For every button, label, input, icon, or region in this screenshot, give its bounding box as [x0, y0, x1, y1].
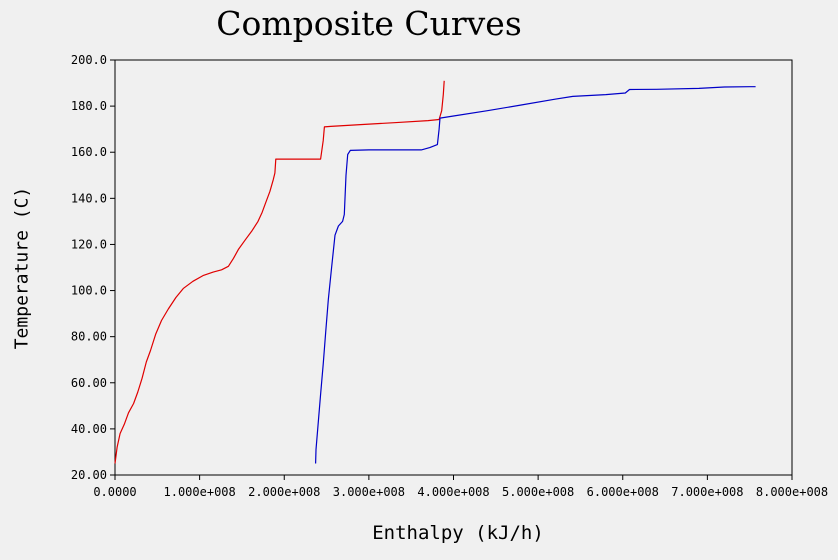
y-axis-label: Temperature (C) — [11, 186, 33, 350]
x-tick-label: 1.000e+008 — [164, 485, 236, 499]
x-tick-label: 6.000e+008 — [587, 485, 659, 499]
y-tick-label: 80.00 — [71, 330, 107, 344]
y-tick-label: 120.0 — [71, 237, 107, 251]
x-tick-label: 2.000e+008 — [248, 485, 320, 499]
cold-composite-curve — [315, 86, 756, 464]
x-axis-label: Enthalpy (kJ/h) — [372, 522, 544, 544]
x-tick-label: 4.000e+008 — [417, 485, 489, 499]
plot-area-frame — [114, 59, 793, 476]
y-tick-label: 40.00 — [71, 422, 107, 436]
x-axis-ticks: 0.0000 1.000e+008 2.000e+008 3.000e+008 4.00… — [93, 475, 828, 499]
hot-composite-curve — [114, 80, 445, 464]
x-tick-label: 3.000e+008 — [333, 485, 405, 499]
y-axis-ticks: 20.00 40.00 60.00 80.00 100.0 120.0 140.0 160.0… — [71, 53, 115, 482]
x-tick-label: 5.000e+008 — [502, 485, 574, 499]
y-tick-label: 180.0 — [71, 99, 107, 113]
x-tick-label: 7.000e+008 — [671, 485, 743, 499]
chart-title: Composite Curves — [216, 4, 522, 43]
y-tick-label: 100.0 — [71, 284, 107, 298]
y-tick-label: 60.00 — [71, 376, 107, 390]
y-tick-label: 140.0 — [71, 191, 107, 205]
series-layer — [114, 80, 756, 464]
x-tick-label: 0.0000 — [93, 485, 136, 499]
x-tick-label: 8.000e+008 — [756, 485, 828, 499]
y-tick-label: 160.0 — [71, 145, 107, 159]
y-tick-label: 200.0 — [71, 53, 107, 67]
y-tick-label: 20.00 — [71, 468, 107, 482]
